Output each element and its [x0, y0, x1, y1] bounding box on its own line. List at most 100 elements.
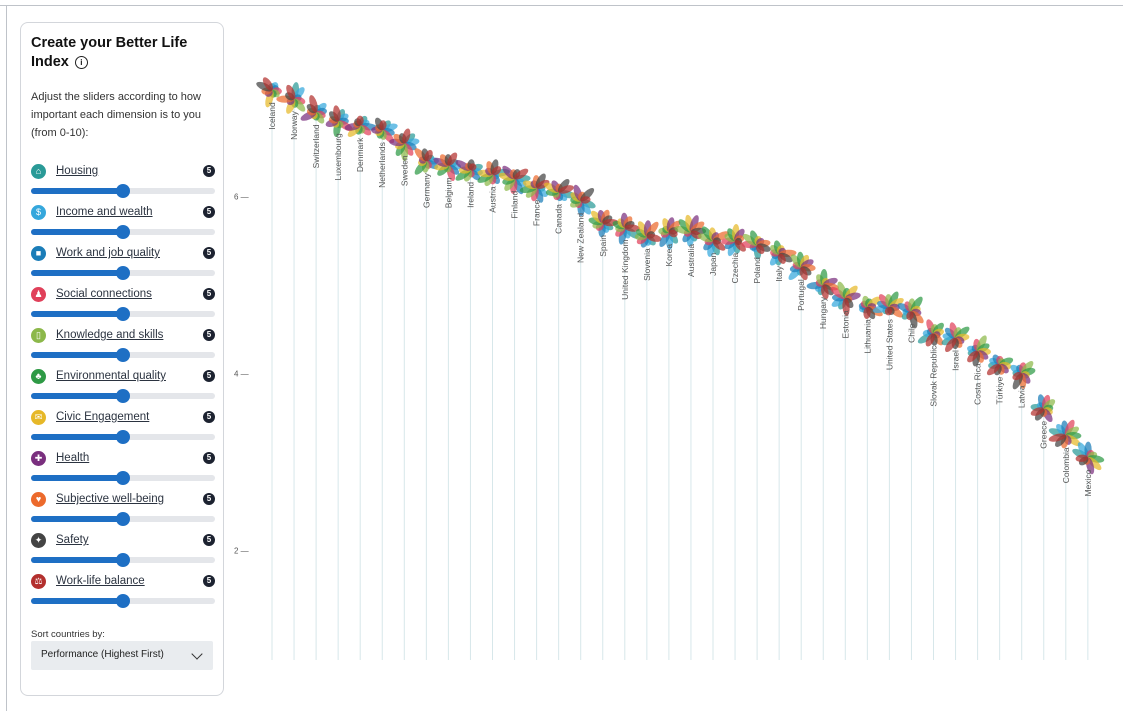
country-flower[interactable] [569, 184, 597, 217]
slider-thumb[interactable] [116, 307, 130, 321]
country-flower[interactable] [985, 353, 1014, 377]
dimension-label[interactable]: Income and wealth [56, 206, 153, 218]
country-flower[interactable] [611, 212, 641, 246]
country-label: Italy [774, 265, 784, 281]
country-flower[interactable] [916, 318, 946, 348]
country-flower[interactable] [940, 321, 971, 353]
dimension-value-badge: 5 [203, 329, 215, 341]
slider-thumb[interactable] [116, 553, 130, 567]
slider-thumb[interactable] [116, 348, 130, 362]
flower-petal [333, 105, 341, 122]
slider-thumb[interactable] [116, 430, 130, 444]
slider-track[interactable] [31, 389, 215, 403]
country-flower[interactable] [276, 82, 307, 116]
slider-track[interactable] [31, 184, 215, 198]
country-label: Luxembourg [333, 133, 343, 181]
country-flower[interactable] [299, 94, 328, 125]
flower-petal [624, 224, 641, 232]
country-flower[interactable] [476, 158, 511, 187]
info-icon[interactable]: i [74, 56, 88, 69]
country-flower[interactable] [1029, 393, 1056, 423]
slider-track[interactable] [31, 512, 215, 526]
dimension-label[interactable]: Civic Engagement [56, 411, 150, 423]
dimension-label[interactable]: Knowledge and skills [56, 329, 164, 341]
country-label: Costa Rica [973, 363, 983, 405]
country-flower[interactable] [432, 151, 462, 182]
slider-track[interactable] [31, 594, 215, 608]
dimension-label[interactable]: Environmental quality [56, 370, 166, 382]
country-flower[interactable] [634, 220, 663, 249]
slider-thumb[interactable] [116, 184, 130, 198]
slider-thumb[interactable] [116, 594, 130, 608]
country-label: Japan [708, 252, 718, 275]
dimension-value-badge: 5 [203, 247, 215, 259]
dimension-label[interactable]: Work-life balance [56, 575, 145, 587]
country-flower[interactable] [389, 128, 420, 162]
slider-thumb[interactable] [116, 471, 130, 485]
country-flower[interactable] [325, 105, 355, 138]
country-flower[interactable] [674, 214, 707, 247]
country-flower[interactable] [588, 209, 619, 238]
country-flower[interactable] [657, 216, 682, 250]
country-flower[interactable] [965, 334, 991, 367]
dimension-value-badge: 5 [203, 288, 215, 300]
dimension-value-badge: 5 [203, 534, 215, 546]
country-flower[interactable] [697, 225, 731, 258]
country-label: Finland [510, 190, 520, 218]
slider-thumb[interactable] [116, 266, 130, 280]
country-flower[interactable] [498, 164, 531, 196]
slider-thumb[interactable] [116, 225, 130, 239]
dimension-label[interactable]: Social connections [56, 288, 152, 300]
country-flower[interactable] [1048, 418, 1083, 449]
flower-petal [967, 350, 979, 363]
slider-track[interactable] [31, 266, 215, 280]
country-flower[interactable] [829, 280, 862, 316]
slider-track[interactable] [31, 553, 215, 567]
country-flower[interactable] [519, 172, 551, 204]
slider-track[interactable] [31, 307, 215, 321]
slider-track[interactable] [31, 471, 215, 485]
slider-track[interactable] [31, 348, 215, 362]
country-label: Mexico [1083, 469, 1093, 496]
sort-select[interactable]: Performance (Highest First) [31, 641, 213, 670]
country-flower[interactable] [896, 295, 926, 329]
slider-fill [31, 311, 123, 317]
country-flower[interactable] [371, 116, 399, 145]
country-label: Sweden [399, 155, 409, 186]
dimension-label[interactable]: Housing [56, 165, 99, 177]
slider-track[interactable] [31, 430, 215, 444]
plus-icon: ✚ [31, 451, 46, 466]
dimension-label[interactable]: Work and job quality [56, 247, 160, 259]
slider-thumb[interactable] [116, 512, 130, 526]
flower-petal [536, 179, 550, 189]
country-flower[interactable] [344, 114, 378, 139]
country-flower[interactable] [542, 177, 577, 203]
flower-petal [925, 333, 935, 347]
flower-petal [309, 95, 318, 113]
dimension-label[interactable]: Safety [56, 534, 89, 546]
flower-petal [799, 267, 808, 281]
country-flower[interactable] [786, 251, 816, 283]
country-label: Chile [906, 323, 916, 343]
dimension-value-badge: 5 [203, 165, 215, 177]
country-flower[interactable] [872, 290, 905, 320]
country-label: Austria [488, 186, 498, 213]
country-flower[interactable] [768, 240, 797, 268]
flower-petal [1030, 407, 1044, 416]
country-flower[interactable] [1009, 359, 1036, 391]
country-label: Slovenia [642, 248, 652, 281]
slider-track[interactable] [31, 225, 215, 239]
flower-petal [945, 337, 957, 353]
flower-petal [1075, 454, 1088, 462]
dimension-health: ✚ Health 5 [31, 451, 215, 491]
slider-thumb[interactable] [116, 389, 130, 403]
slider-fill [31, 557, 123, 563]
country-flower[interactable] [454, 158, 484, 183]
country-flower[interactable] [1071, 441, 1105, 475]
country-flower[interactable] [721, 223, 748, 258]
dimension-label[interactable]: Health [56, 452, 90, 464]
country-flower[interactable] [806, 268, 839, 300]
dimension-label[interactable]: Subjective well-being [56, 493, 165, 505]
country-flower[interactable] [255, 76, 282, 109]
country-flower[interactable] [741, 229, 772, 260]
